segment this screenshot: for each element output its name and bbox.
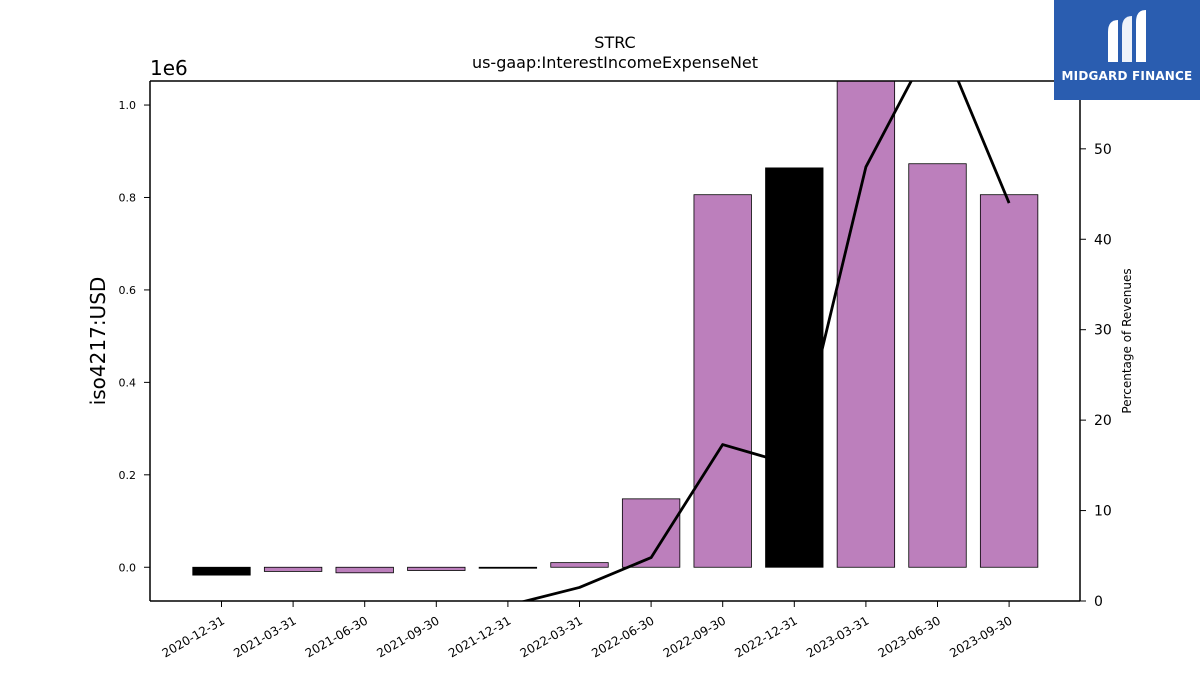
y-axis-label: iso4217:USD <box>86 277 110 406</box>
midgard-m-logo-icon <box>1108 10 1146 62</box>
y-tick-label: 0.2 <box>119 469 137 482</box>
x-tick-label: 2021-12-31 <box>446 613 513 660</box>
y2-tick-label: 40 <box>1094 232 1112 248</box>
y-tick-label: 1.0 <box>119 99 137 112</box>
bar-2021-12-31 <box>478 566 538 569</box>
y-tick-label: 0.6 <box>119 284 137 297</box>
x-tick-label: 2021-03-31 <box>231 613 298 660</box>
y2-tick-label: 20 <box>1094 413 1112 429</box>
y2-axis-label: Percentage of Revenues <box>1120 268 1134 413</box>
chart-title: STRC <box>594 33 635 52</box>
x-tick-label: 2020-12-31 <box>160 613 227 660</box>
x-tick-label: 2021-09-30 <box>374 613 441 660</box>
bar-2022-09-30 <box>693 194 752 568</box>
bar-2021-06-30 <box>335 566 394 574</box>
x-tick-label: 2022-12-31 <box>732 613 799 660</box>
bar-2023-09-30 <box>979 194 1039 568</box>
x-tick-label: 2023-09-30 <box>947 613 1014 660</box>
bar-2023-03-31 <box>836 81 896 568</box>
bar-2020-12-31 <box>192 566 251 576</box>
y2-tick-label: 30 <box>1094 323 1112 339</box>
line-series-0 <box>520 81 1011 601</box>
chart-subtitle: us-gaap:InterestIncomeExpenseNet <box>472 53 758 72</box>
x-tick-label: 2021-06-30 <box>303 613 370 660</box>
x-tick-label: 2023-06-30 <box>876 613 943 660</box>
x-tick-label: 2022-09-30 <box>661 613 728 660</box>
bar-2022-12-31 <box>765 167 824 568</box>
y-tick-label: 0.8 <box>119 191 137 204</box>
y2-tick-label: 10 <box>1094 504 1112 520</box>
logo-text: MIDGARD FINANCE <box>1061 69 1193 83</box>
bar-2023-06-30 <box>908 163 967 568</box>
y-offset-label: 1e6 <box>150 56 188 80</box>
y2-tick-label: 0 <box>1094 594 1103 610</box>
x-tick-label: 2023-03-31 <box>804 613 871 660</box>
bar-2022-03-31 <box>550 562 609 568</box>
x-tick-label: 2022-03-31 <box>518 613 585 660</box>
midgard-finance-logo: MIDGARD FINANCE <box>1054 0 1200 100</box>
bar-2021-09-30 <box>407 566 466 571</box>
x-tick-label: 2022-06-30 <box>589 613 656 660</box>
y-tick-label: 0.0 <box>119 561 137 574</box>
y2-tick-label: 50 <box>1094 142 1112 158</box>
bar-2021-03-31 <box>263 566 323 572</box>
y-tick-label: 0.4 <box>119 376 137 389</box>
